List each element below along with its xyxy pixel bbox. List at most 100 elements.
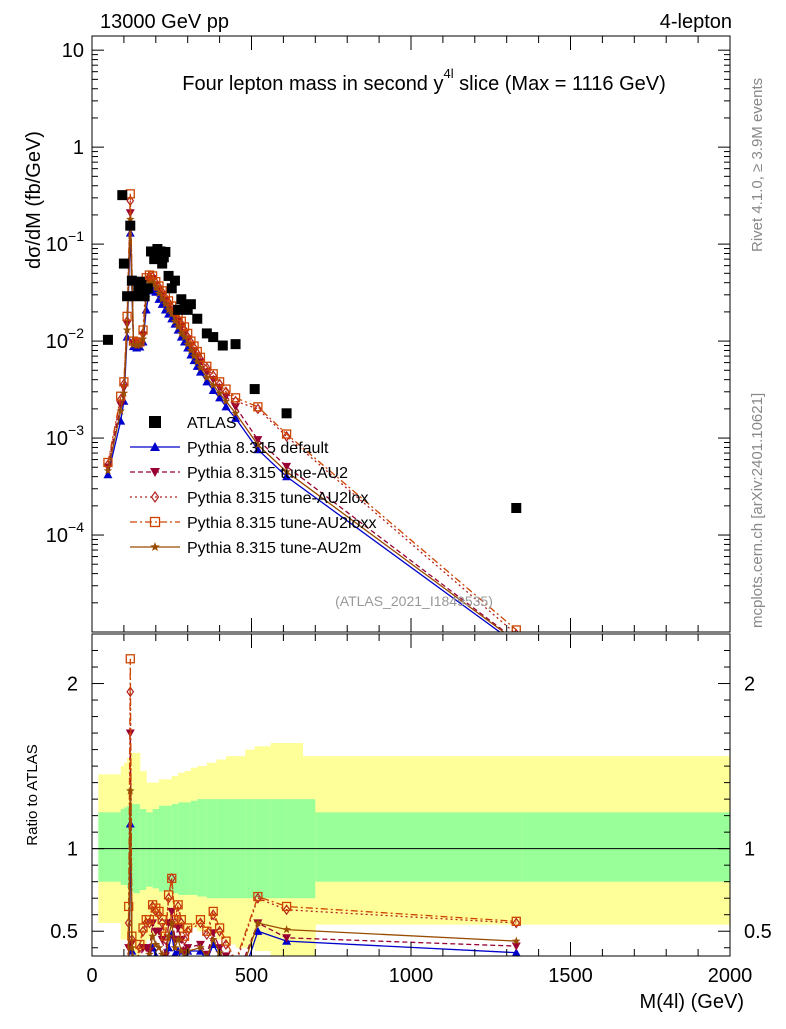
ratio-point-au2: [167, 907, 177, 916]
ratio-point-au2loxx: [123, 1002, 131, 1010]
point-au2m: [167, 309, 176, 318]
ratio-point-au2lox: [180, 933, 189, 946]
ratio-axes: 2 2 1 1 0.5 0.5 0 500 1000 1500 2000: [50, 634, 772, 987]
legend-marker-atlas: [149, 416, 161, 428]
point-atlas: [157, 258, 168, 269]
ratio-point-au2loxx: [195, 915, 206, 925]
ratio-point-au2loxx: [144, 915, 155, 925]
legend-item-au2m: Pythia 8.315 tune-AU2m: [130, 540, 361, 557]
ratio-point-au2lox: [139, 925, 147, 937]
point-default: [103, 470, 113, 479]
point-default: [195, 367, 205, 376]
ratio-point-default: [195, 946, 205, 955]
ratio-point-au2m: [120, 1001, 129, 1009]
ratio-series-au2loxx: [123, 654, 521, 1010]
point-au2m: [122, 325, 132, 334]
point-au2m: [126, 214, 135, 223]
ratio-panel: 2 2 1 1 0.5 0.5 0 500 1000 1500 2000 Ratio to ATLA…: [24, 633, 772, 1013]
point-au2m: [186, 346, 196, 355]
point-au2m: [221, 396, 231, 405]
ratio-point-au2lox: [121, 1001, 127, 1010]
point-au2m: [164, 305, 173, 314]
point-au2loxx: [202, 361, 212, 371]
ratio-point-au2: [123, 1002, 132, 1010]
ratio-point-au2m: [177, 946, 186, 955]
ratio-point-au2lox: [134, 960, 140, 969]
ratio-point-au2m: [222, 957, 231, 965]
series-atlas: [102, 190, 522, 513]
point-default: [253, 445, 263, 454]
point-default: [202, 377, 212, 386]
ratio-point-au2lox: [215, 925, 224, 937]
x-tick-label: 1000: [389, 965, 434, 987]
point-au2loxx: [281, 429, 292, 439]
ratio-point-au2lox: [130, 968, 136, 977]
ratio-point-au2loxx: [208, 906, 218, 917]
ratio-point-au2lox: [253, 892, 262, 904]
point-au2m: [173, 322, 183, 331]
point-au2: [282, 462, 292, 471]
main-axes: 10 1 10−1 10−2 10−3 10−4: [46, 36, 731, 633]
series-au2m: [103, 214, 505, 632]
ratio-point-au2m: [512, 936, 521, 945]
ratio-point-default: [135, 973, 144, 981]
point-au2loxx: [253, 402, 263, 412]
point-au2loxx: [511, 625, 521, 632]
ratio-point-au2loxx: [221, 936, 231, 946]
legend-item-atlas: ATLAS: [149, 415, 237, 432]
ratio-point-default: [511, 948, 521, 956]
ratio-point-default: [124, 993, 133, 1001]
point-atlas: [249, 384, 260, 395]
ratio-y-tick-label: 2: [67, 674, 78, 696]
point-au2loxx: [208, 369, 218, 379]
ratio-point-au2loxx: [147, 900, 158, 910]
band-inner: [123, 807, 128, 885]
ratio-point-default: [164, 943, 174, 952]
ratio-point-au2m: [139, 963, 148, 971]
ratio-point-au2lox: [512, 917, 521, 929]
point-au2m: [116, 406, 125, 415]
ratio-point-default: [142, 973, 151, 981]
band-inner: [139, 809, 147, 890]
main-panel: 10 1 10−1 10−2 10−3 10−4 Four lepton mass in …: [23, 35, 731, 648]
point-au2m: [253, 440, 263, 449]
ratio-point-au2loxx: [135, 939, 145, 950]
point-atlas: [169, 275, 180, 286]
point-au2lox: [209, 370, 218, 382]
ratio-point-au2lox: [202, 928, 211, 941]
ratio-y-tick-label: 0.5: [50, 921, 78, 943]
point-au2m: [231, 408, 240, 417]
point-au2m: [161, 299, 170, 308]
point-atlas: [149, 254, 160, 265]
point-au2loxx: [163, 296, 174, 306]
point-au2m: [132, 341, 141, 350]
legend-label-au2m: Pythia 8.315 tune-AU2m: [187, 540, 361, 557]
ratio-point-au2m: [183, 953, 186, 956]
ratio-point-default: [119, 1001, 128, 1009]
point-au2m: [208, 380, 218, 389]
point-default: [221, 402, 231, 411]
point-au2m: [177, 328, 186, 337]
point-atlas: [117, 190, 128, 201]
band-inner: [146, 812, 154, 887]
point-atlas: [192, 313, 203, 324]
ratio-point-au2loxx: [183, 923, 193, 933]
ratio-point-au2loxx: [202, 926, 212, 936]
point-default: [512, 640, 521, 648]
ratio-point-default: [129, 993, 138, 1001]
point-au2lox: [253, 403, 262, 415]
point-au2m: [145, 278, 154, 287]
point-au2m: [135, 340, 145, 349]
point-atlas: [163, 270, 174, 281]
legend-label-au2lox: Pythia 8.315 tune-AU2lox: [187, 490, 368, 507]
line-au2loxx: [107, 193, 517, 631]
ratio-point-default: [231, 993, 240, 1001]
ratio-point-au2loxx: [129, 964, 137, 972]
ratio-line-au2m: [128, 790, 517, 956]
ratio-point-au2m: [167, 918, 176, 927]
ratio-point-au2lox: [222, 938, 230, 950]
ratio-point-au2loxx: [511, 916, 521, 926]
legend-label-au2: Pythia 8.315 tune-AU2: [187, 465, 348, 482]
point-default: [215, 393, 225, 402]
